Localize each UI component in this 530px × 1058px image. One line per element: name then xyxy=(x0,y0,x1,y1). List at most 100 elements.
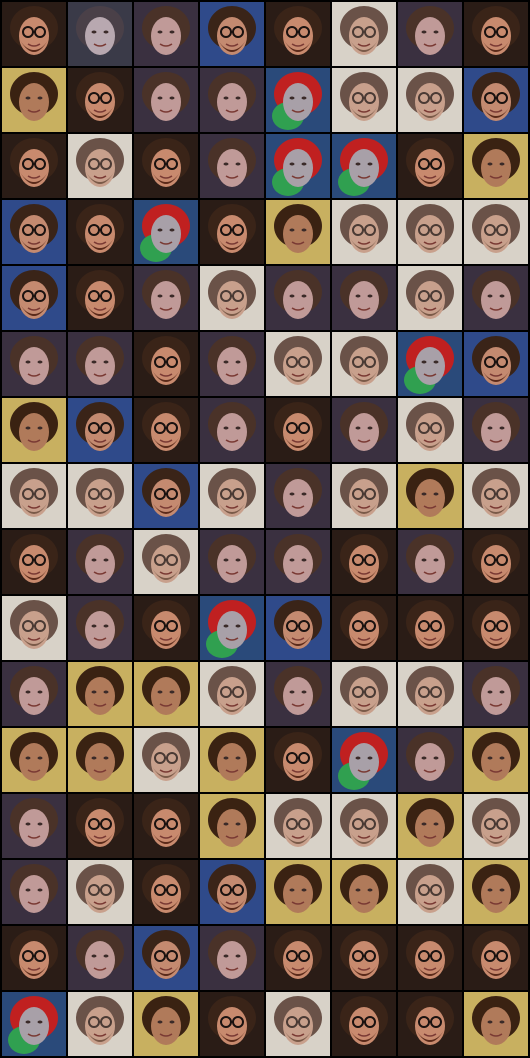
face-image xyxy=(332,266,396,330)
face-tile xyxy=(398,398,462,462)
face-image xyxy=(68,860,132,924)
face-tile xyxy=(134,398,198,462)
face-tile xyxy=(2,926,66,990)
face-tile xyxy=(464,134,528,198)
face-image xyxy=(464,728,528,792)
face-tile xyxy=(68,596,132,660)
face-image xyxy=(332,2,396,66)
face-image xyxy=(266,2,330,66)
face-tile xyxy=(464,464,528,528)
face-image xyxy=(200,134,264,198)
face-tile xyxy=(464,926,528,990)
face-tile xyxy=(200,794,264,858)
face-image xyxy=(68,596,132,660)
face-image xyxy=(398,464,462,528)
face-image xyxy=(266,332,330,396)
face-image xyxy=(464,530,528,594)
face-tile xyxy=(332,332,396,396)
face-image xyxy=(398,860,462,924)
face-tile xyxy=(398,860,462,924)
face-tile xyxy=(464,992,528,1056)
face-image xyxy=(68,530,132,594)
face-tile xyxy=(68,332,132,396)
face-image xyxy=(134,926,198,990)
face-image xyxy=(68,992,132,1056)
face-tile xyxy=(2,992,66,1056)
face-tile xyxy=(464,332,528,396)
face-image xyxy=(2,398,66,462)
face-image xyxy=(266,266,330,330)
face-tile xyxy=(398,662,462,726)
face-image xyxy=(200,266,264,330)
face-image xyxy=(2,794,66,858)
face-image xyxy=(266,992,330,1056)
face-image xyxy=(134,728,198,792)
face-tile xyxy=(332,794,396,858)
face-image xyxy=(398,266,462,330)
face-image xyxy=(2,662,66,726)
face-tile xyxy=(134,860,198,924)
face-tile xyxy=(332,662,396,726)
face-tile xyxy=(266,332,330,396)
face-image xyxy=(332,68,396,132)
face-image xyxy=(68,2,132,66)
face-image xyxy=(200,464,264,528)
face-tile xyxy=(266,68,330,132)
face-image xyxy=(134,662,198,726)
face-tile xyxy=(398,200,462,264)
face-image xyxy=(464,200,528,264)
face-tile xyxy=(134,992,198,1056)
face-image xyxy=(332,860,396,924)
face-image xyxy=(332,596,396,660)
face-tile xyxy=(398,728,462,792)
face-tile xyxy=(134,728,198,792)
face-image xyxy=(332,662,396,726)
face-image xyxy=(2,860,66,924)
face-tile xyxy=(2,794,66,858)
face-tile xyxy=(398,332,462,396)
face-tile xyxy=(464,200,528,264)
face-tile xyxy=(200,596,264,660)
face-image xyxy=(200,662,264,726)
face-image xyxy=(68,464,132,528)
face-image xyxy=(464,68,528,132)
face-tile xyxy=(332,860,396,924)
face-tile xyxy=(68,266,132,330)
face-image xyxy=(200,398,264,462)
face-image xyxy=(68,332,132,396)
face-tile xyxy=(134,134,198,198)
face-tile xyxy=(134,530,198,594)
face-tile xyxy=(464,530,528,594)
face-image xyxy=(134,860,198,924)
face-image xyxy=(200,68,264,132)
face-tile xyxy=(398,596,462,660)
face-image xyxy=(2,332,66,396)
face-image xyxy=(266,398,330,462)
face-image xyxy=(266,662,330,726)
face-tile xyxy=(464,68,528,132)
face-image xyxy=(464,596,528,660)
face-image xyxy=(398,728,462,792)
face-tile xyxy=(200,332,264,396)
face-tile xyxy=(332,926,396,990)
face-image xyxy=(134,398,198,462)
face-tile xyxy=(266,794,330,858)
face-tile xyxy=(68,464,132,528)
face-tile xyxy=(200,398,264,462)
face-image xyxy=(266,926,330,990)
face-image xyxy=(332,200,396,264)
face-image xyxy=(398,68,462,132)
face-image xyxy=(2,728,66,792)
face-tile xyxy=(2,266,66,330)
face-image xyxy=(464,464,528,528)
face-image xyxy=(266,464,330,528)
face-tile xyxy=(2,662,66,726)
face-tile xyxy=(68,860,132,924)
face-tile xyxy=(200,926,264,990)
face-tile xyxy=(68,2,132,66)
face-tile xyxy=(2,860,66,924)
face-tile xyxy=(200,266,264,330)
face-tile xyxy=(200,992,264,1056)
face-image xyxy=(68,266,132,330)
face-tile xyxy=(266,992,330,1056)
